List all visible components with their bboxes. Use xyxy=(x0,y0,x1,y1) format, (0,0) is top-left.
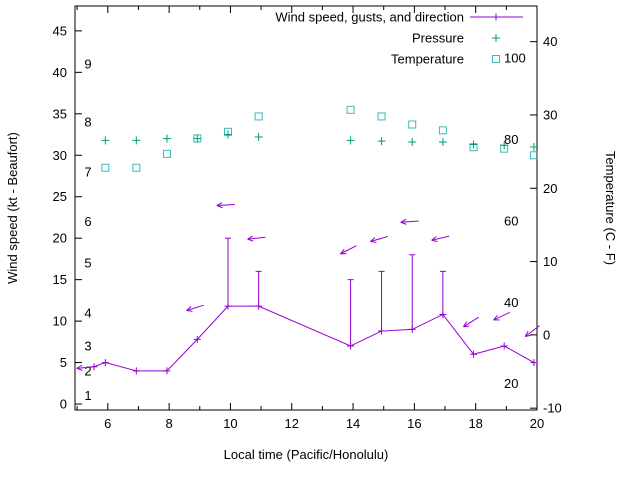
pressure-series xyxy=(101,130,538,151)
svg-text:40: 40 xyxy=(53,65,67,80)
svg-text:0: 0 xyxy=(60,397,67,412)
svg-text:10: 10 xyxy=(53,314,67,329)
legend-label-temperature: Temperature xyxy=(391,52,464,67)
svg-text:5: 5 xyxy=(60,355,67,370)
svg-text:20: 20 xyxy=(543,181,557,196)
svg-text:2: 2 xyxy=(84,363,91,378)
svg-text:40: 40 xyxy=(543,34,557,49)
beaufort-scale-labels: 1 2 3 4 5 6 7 8 9 xyxy=(84,57,91,404)
wind-direction-arrows xyxy=(76,202,540,371)
svg-text:20: 20 xyxy=(530,416,544,431)
svg-text:35: 35 xyxy=(53,106,67,121)
svg-text:8: 8 xyxy=(84,115,91,130)
legend-label-pressure: Pressure xyxy=(412,31,464,46)
svg-text:5: 5 xyxy=(84,256,91,271)
svg-text:30: 30 xyxy=(53,148,67,163)
x-axis: 6 8 10 12 14 16 18 20 xyxy=(76,6,544,431)
svg-text:40: 40 xyxy=(504,295,518,310)
svg-text:20: 20 xyxy=(53,231,67,246)
svg-text:30: 30 xyxy=(543,107,557,122)
svg-text:10: 10 xyxy=(223,416,237,431)
svg-text:1: 1 xyxy=(84,388,91,403)
svg-text:12: 12 xyxy=(285,416,299,431)
svg-text:25: 25 xyxy=(53,189,67,204)
svg-text:45: 45 xyxy=(53,23,67,38)
svg-text:-10: -10 xyxy=(543,401,562,416)
fahrenheit-scale-labels: 20 40 60 80 100 xyxy=(504,50,526,391)
svg-text:3: 3 xyxy=(84,338,91,353)
y-right-axis-title: Temperature (C - F) xyxy=(603,151,618,265)
svg-text:8: 8 xyxy=(165,416,172,431)
svg-text:100: 100 xyxy=(504,50,526,65)
svg-text:18: 18 xyxy=(468,416,482,431)
legend-label-wind: Wind speed, gusts, and direction xyxy=(275,10,464,25)
svg-text:16: 16 xyxy=(407,416,421,431)
svg-text:9: 9 xyxy=(84,57,91,72)
svg-text:10: 10 xyxy=(543,254,557,269)
y-right-axis: -10 0 10 20 30 40 xyxy=(530,34,562,416)
wind-speed-line xyxy=(93,305,535,372)
svg-text:80: 80 xyxy=(504,132,518,147)
legend: Wind speed, gusts, and direction Pressure… xyxy=(275,10,523,67)
x-axis-title: Local time (Pacific/Honolulu) xyxy=(224,447,389,462)
svg-text:7: 7 xyxy=(84,164,91,179)
svg-text:14: 14 xyxy=(346,416,360,431)
svg-text:60: 60 xyxy=(504,213,518,228)
temperature-series xyxy=(101,105,538,172)
wind-series xyxy=(90,237,538,375)
svg-text:6: 6 xyxy=(84,214,91,229)
y-left-axis-title: Wind speed (kt - Beaufort) xyxy=(5,132,20,284)
svg-text:20: 20 xyxy=(504,376,518,391)
y-left-axis: 0 5 10 15 20 25 30 35 40 45 xyxy=(53,23,82,412)
svg-text:15: 15 xyxy=(53,272,67,287)
plot-border xyxy=(74,5,538,411)
svg-text:4: 4 xyxy=(84,305,91,320)
svg-text:0: 0 xyxy=(543,327,550,342)
svg-text:6: 6 xyxy=(104,416,111,431)
axis-titles: Local time (Pacific/Honolulu) Wind speed … xyxy=(5,132,618,462)
